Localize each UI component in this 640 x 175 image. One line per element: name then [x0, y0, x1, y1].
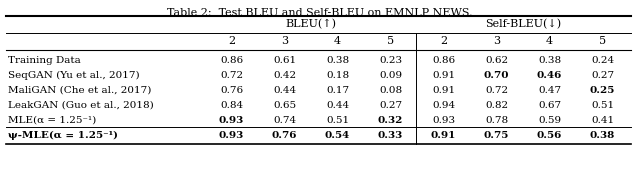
- Text: 0.91: 0.91: [431, 131, 456, 140]
- Text: 0.86: 0.86: [220, 56, 243, 65]
- Text: 0.38: 0.38: [326, 56, 349, 65]
- Text: 0.32: 0.32: [378, 116, 403, 125]
- Text: 0.27: 0.27: [591, 71, 614, 80]
- Text: 0.93: 0.93: [219, 116, 244, 125]
- Text: 0.44: 0.44: [326, 101, 349, 110]
- Text: 0.41: 0.41: [591, 116, 614, 125]
- Text: ψ-MLE(α = 1.25⁻¹): ψ-MLE(α = 1.25⁻¹): [8, 131, 118, 140]
- Text: 0.25: 0.25: [590, 86, 615, 95]
- Text: SeqGAN (Yu et al., 2017): SeqGAN (Yu et al., 2017): [8, 71, 140, 80]
- Text: 0.46: 0.46: [537, 71, 562, 80]
- Text: 0.56: 0.56: [537, 131, 562, 140]
- Text: 0.23: 0.23: [379, 56, 402, 65]
- Text: 0.38: 0.38: [538, 56, 561, 65]
- Text: 0.59: 0.59: [538, 116, 561, 125]
- Text: 0.84: 0.84: [220, 101, 243, 110]
- Text: 0.72: 0.72: [220, 71, 243, 80]
- Text: BLEU(↑): BLEU(↑): [285, 19, 337, 29]
- Text: 3: 3: [493, 36, 500, 46]
- Text: 0.08: 0.08: [379, 86, 402, 95]
- Text: MaliGAN (Che et al., 2017): MaliGAN (Che et al., 2017): [8, 86, 152, 95]
- Text: Training Data: Training Data: [8, 56, 81, 65]
- Text: 0.47: 0.47: [538, 86, 561, 95]
- Text: 0.42: 0.42: [273, 71, 296, 80]
- Text: 0.70: 0.70: [484, 71, 509, 80]
- Text: 4: 4: [334, 36, 341, 46]
- Text: MLE(α = 1.25⁻¹): MLE(α = 1.25⁻¹): [8, 116, 96, 125]
- Text: 0.51: 0.51: [591, 101, 614, 110]
- Text: 0.24: 0.24: [591, 56, 614, 65]
- Text: 0.91: 0.91: [432, 86, 455, 95]
- Text: LeakGAN (Guo et al., 2018): LeakGAN (Guo et al., 2018): [8, 101, 154, 110]
- Text: 0.86: 0.86: [432, 56, 455, 65]
- Text: 0.82: 0.82: [485, 101, 508, 110]
- Text: 0.72: 0.72: [485, 86, 508, 95]
- Text: 2: 2: [440, 36, 447, 46]
- Text: 0.54: 0.54: [325, 131, 350, 140]
- Text: 5: 5: [599, 36, 606, 46]
- Text: 0.09: 0.09: [379, 71, 402, 80]
- Text: 0.27: 0.27: [379, 101, 402, 110]
- Text: 0.67: 0.67: [538, 101, 561, 110]
- Text: 0.93: 0.93: [432, 116, 455, 125]
- Text: 0.44: 0.44: [273, 86, 296, 95]
- Text: 2: 2: [228, 36, 235, 46]
- Text: 0.74: 0.74: [273, 116, 296, 125]
- Text: 0.51: 0.51: [326, 116, 349, 125]
- Text: 0.76: 0.76: [272, 131, 297, 140]
- Text: 0.91: 0.91: [432, 71, 455, 80]
- Text: 0.65: 0.65: [273, 101, 296, 110]
- Text: Self-BLEU(↓): Self-BLEU(↓): [485, 19, 561, 29]
- Text: 0.33: 0.33: [378, 131, 403, 140]
- Text: Table 2:  Test BLEU and Self-BLEU on EMNLP NEWS.: Table 2: Test BLEU and Self-BLEU on EMNL…: [167, 8, 473, 18]
- Text: 0.18: 0.18: [326, 71, 349, 80]
- Text: 5: 5: [387, 36, 394, 46]
- Text: 0.78: 0.78: [485, 116, 508, 125]
- Text: 0.17: 0.17: [326, 86, 349, 95]
- Text: 0.94: 0.94: [432, 101, 455, 110]
- Text: 0.93: 0.93: [219, 131, 244, 140]
- Text: 0.76: 0.76: [220, 86, 243, 95]
- Text: 0.61: 0.61: [273, 56, 296, 65]
- Text: 0.38: 0.38: [590, 131, 615, 140]
- Text: 4: 4: [546, 36, 553, 46]
- Text: 0.62: 0.62: [485, 56, 508, 65]
- Text: 0.75: 0.75: [484, 131, 509, 140]
- Text: 3: 3: [281, 36, 288, 46]
